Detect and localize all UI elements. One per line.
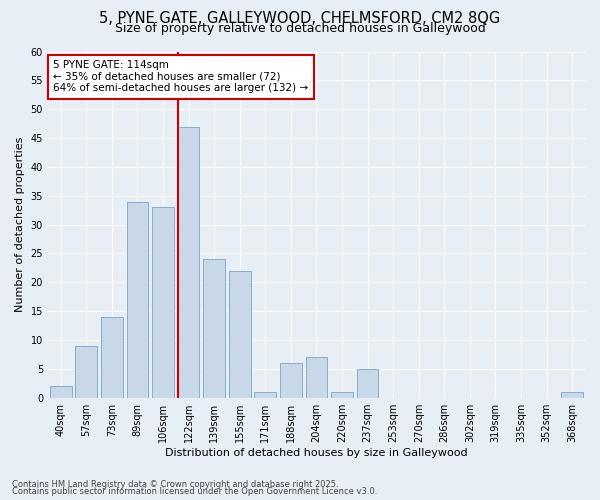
Text: 5 PYNE GATE: 114sqm
← 35% of detached houses are smaller (72)
64% of semi-detach: 5 PYNE GATE: 114sqm ← 35% of detached ho… xyxy=(53,60,308,94)
Bar xyxy=(152,208,174,398)
Bar xyxy=(50,386,71,398)
Bar xyxy=(76,346,97,398)
Bar xyxy=(280,363,302,398)
Text: Size of property relative to detached houses in Galleywood: Size of property relative to detached ho… xyxy=(115,22,485,35)
Bar xyxy=(331,392,353,398)
Bar xyxy=(101,317,123,398)
Y-axis label: Number of detached properties: Number of detached properties xyxy=(15,137,25,312)
Text: Contains public sector information licensed under the Open Government Licence v3: Contains public sector information licen… xyxy=(12,488,377,496)
Bar xyxy=(127,202,148,398)
Bar xyxy=(357,369,379,398)
Text: Contains HM Land Registry data © Crown copyright and database right 2025.: Contains HM Land Registry data © Crown c… xyxy=(12,480,338,489)
Text: 5, PYNE GATE, GALLEYWOOD, CHELMSFORD, CM2 8QG: 5, PYNE GATE, GALLEYWOOD, CHELMSFORD, CM… xyxy=(100,11,500,26)
Bar xyxy=(203,259,225,398)
Bar xyxy=(305,358,328,398)
Bar xyxy=(229,271,251,398)
Bar xyxy=(178,126,199,398)
X-axis label: Distribution of detached houses by size in Galleywood: Distribution of detached houses by size … xyxy=(165,448,468,458)
Bar xyxy=(254,392,276,398)
Bar xyxy=(562,392,583,398)
